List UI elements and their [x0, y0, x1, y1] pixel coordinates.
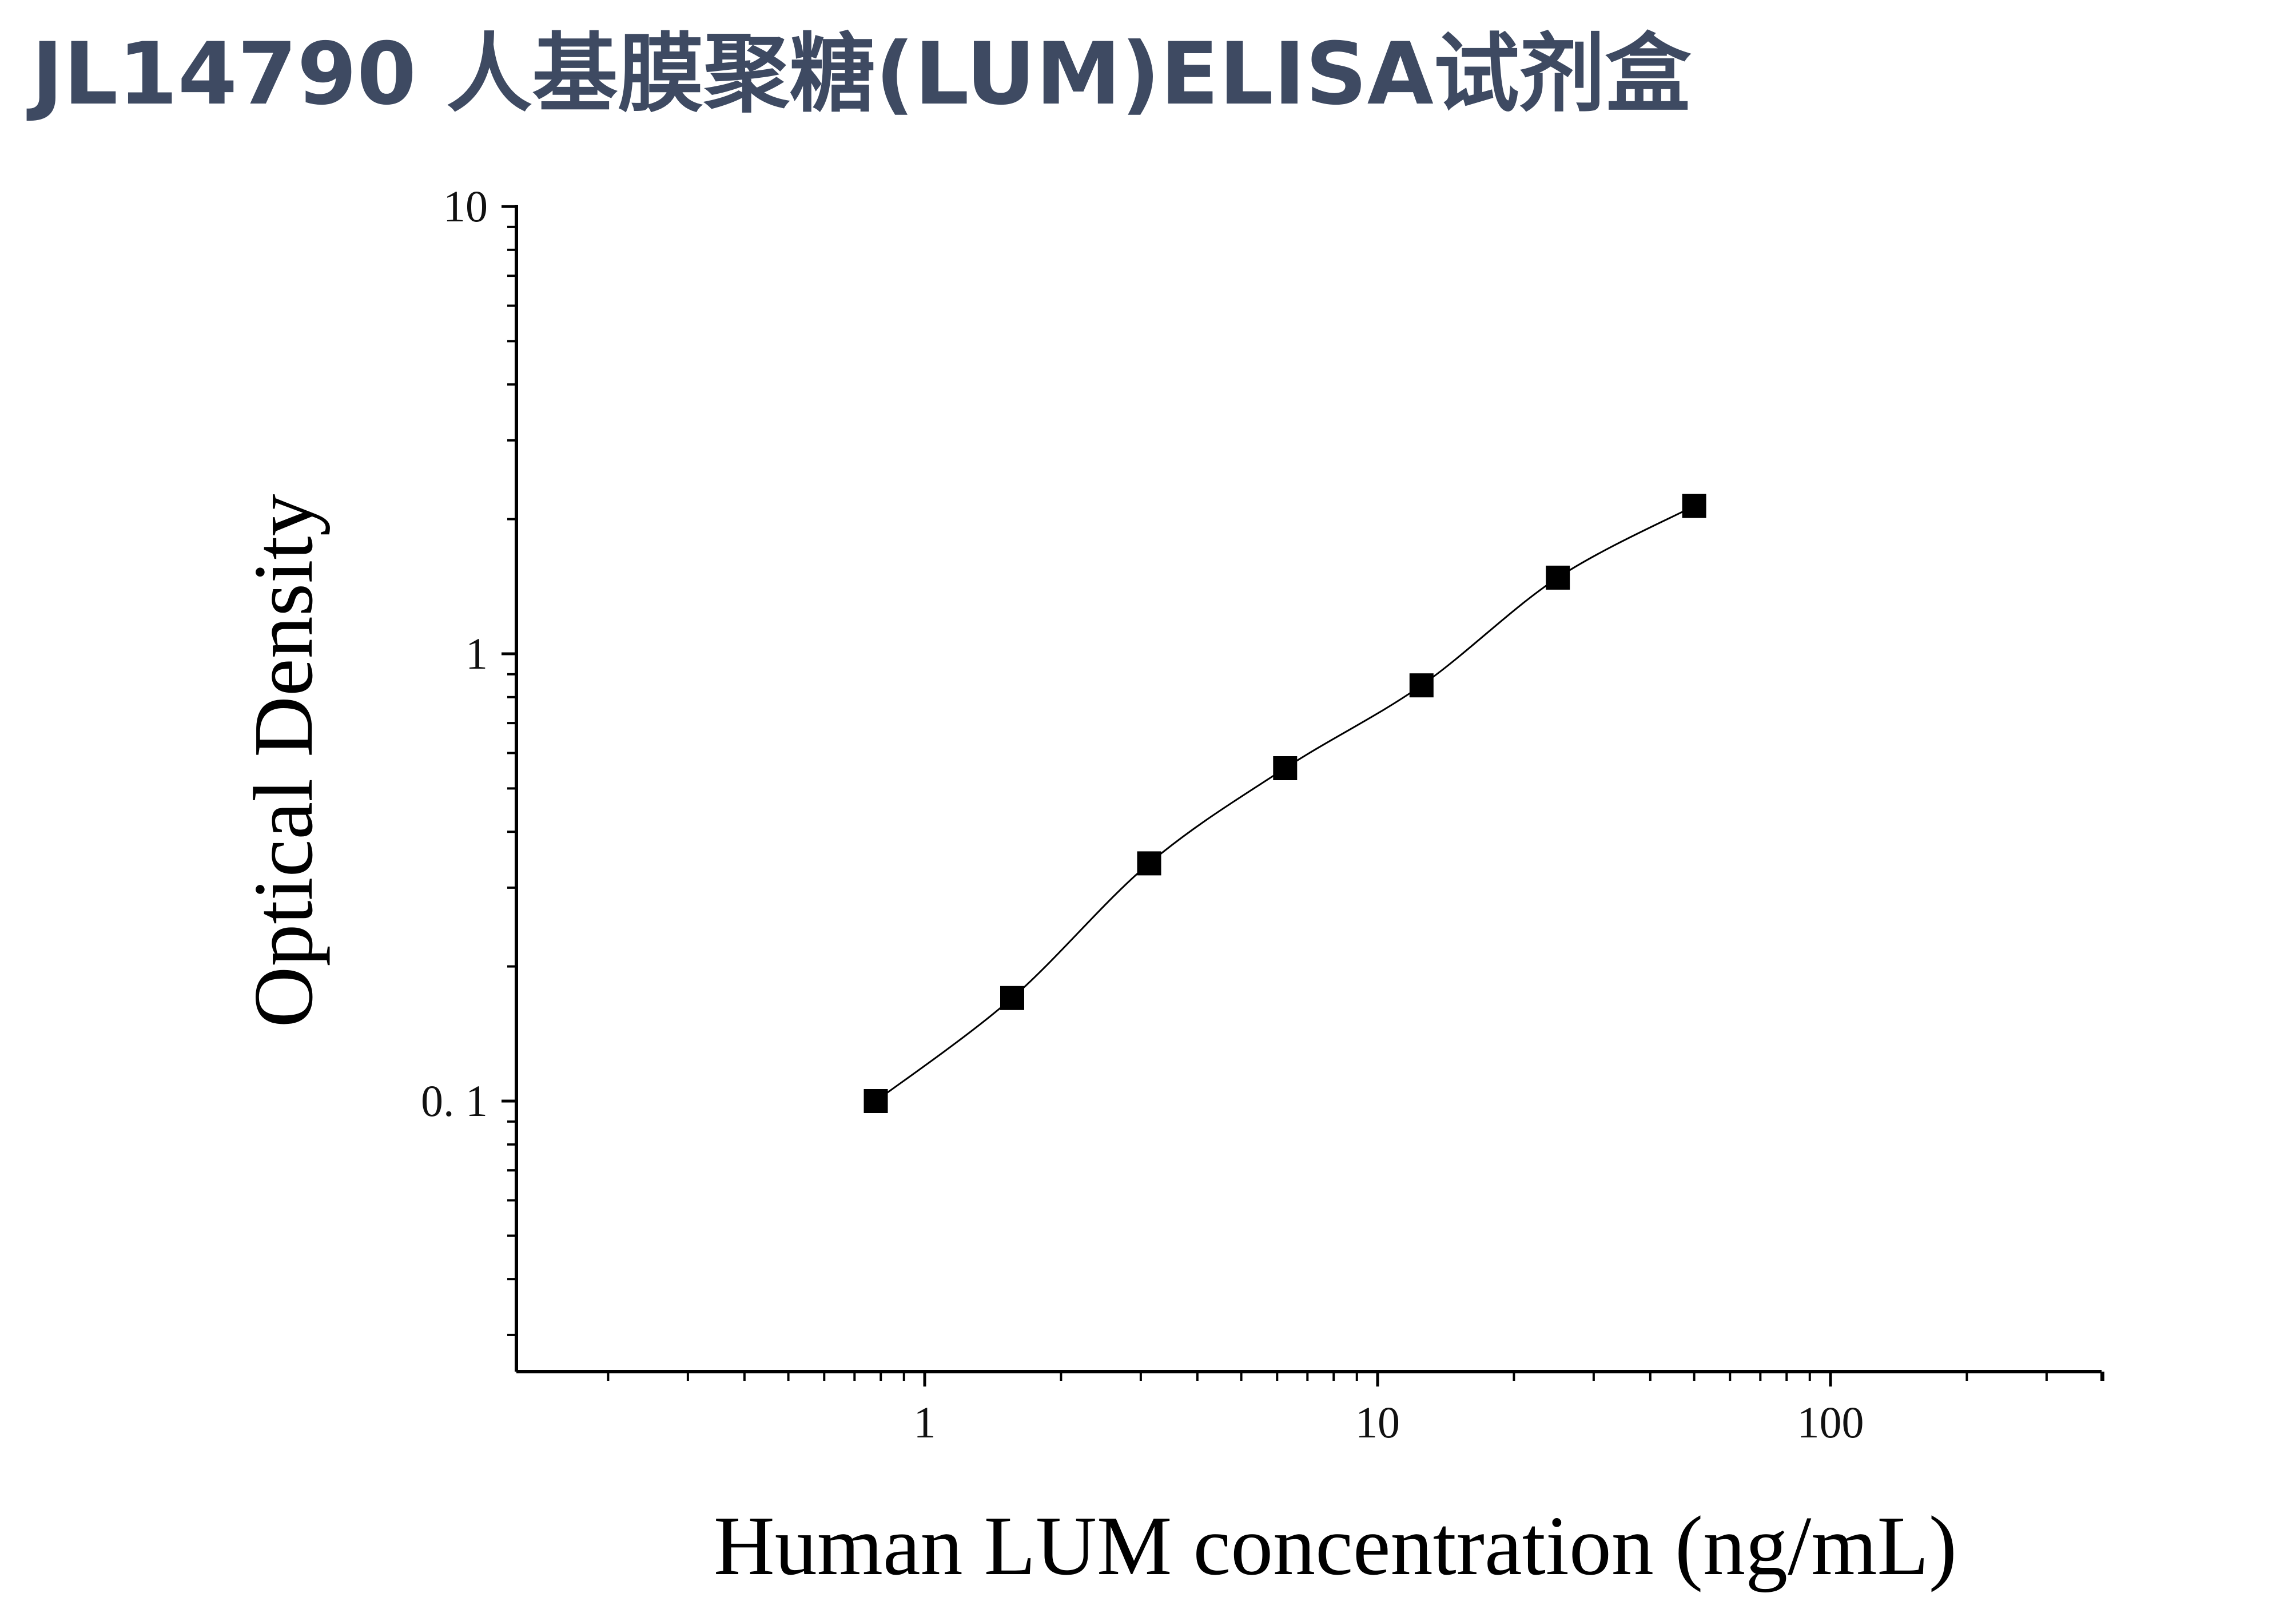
data-point: [1000, 986, 1024, 1010]
y-axis: 0. 1 1 10: [421, 181, 518, 1372]
x-axis-title: Human LUM concentration (ng/mL): [714, 1499, 1957, 1593]
fit-curve: [875, 505, 1695, 1102]
fit-curve-layer: [875, 505, 1695, 1102]
data-point: [864, 1089, 888, 1113]
x-tick-label: 100: [1797, 1397, 1864, 1447]
y-tick-label: 0. 1: [421, 1076, 488, 1126]
page-title: JL14790 人基膜聚糖(LUM)ELISA试剂盒: [31, 25, 1691, 124]
x-tick-label: 1: [914, 1397, 936, 1447]
data-point: [1546, 565, 1570, 590]
x-tick-label: 10: [1355, 1397, 1400, 1447]
data-point: [1273, 756, 1298, 780]
y-tick-label: 1: [465, 629, 488, 678]
y-axis-title: Optical Density: [237, 494, 331, 1027]
data-points-layer: [864, 494, 1706, 1113]
data-point: [1137, 851, 1161, 876]
x-axis: 1 10 100: [516, 1370, 2104, 1447]
y-tick-label: 10: [443, 181, 488, 231]
data-point: [1409, 673, 1434, 698]
data-point: [1682, 494, 1706, 518]
